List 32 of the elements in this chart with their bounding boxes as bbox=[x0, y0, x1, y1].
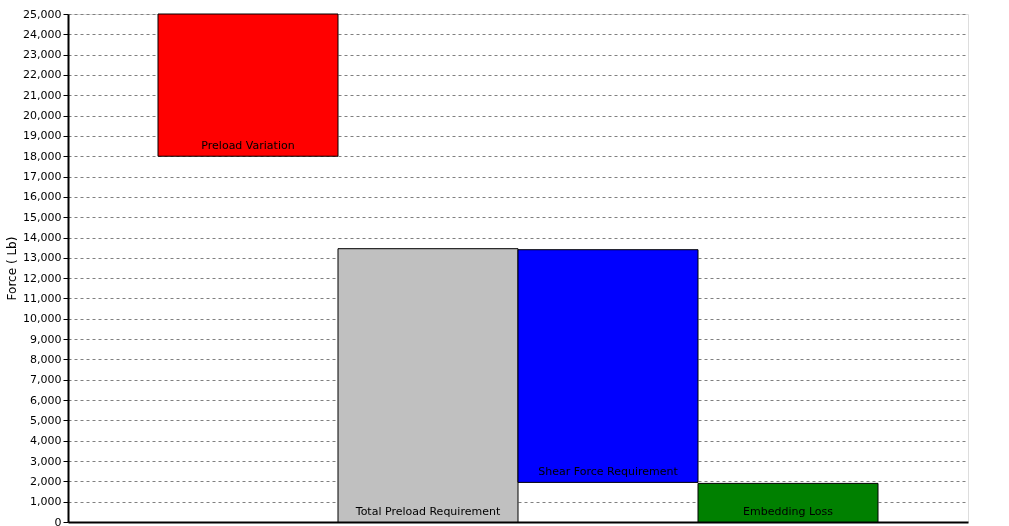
x-tick-label: Preload Variation bbox=[201, 139, 295, 153]
y-tick-label: 22,000 bbox=[23, 68, 62, 82]
y-tick-label: 20,000 bbox=[23, 109, 62, 123]
y-tick-label: 6,000 bbox=[30, 393, 62, 407]
y-tick-label: 19,000 bbox=[23, 129, 62, 143]
y-tick-label: 7,000 bbox=[30, 373, 62, 387]
x-tick-label: Shear Force Requirement bbox=[538, 465, 679, 479]
y-tick-label: 13,000 bbox=[23, 251, 62, 265]
y-tick-label: 5,000 bbox=[30, 413, 62, 427]
y-tick-label: 10,000 bbox=[23, 312, 62, 326]
y-tick-label: 3,000 bbox=[30, 454, 62, 468]
y-tick-label: 1,000 bbox=[30, 495, 62, 509]
y-tick-label: 14,000 bbox=[23, 231, 62, 245]
y-tick-label: 0 bbox=[54, 515, 62, 526]
y-tick-label: 4,000 bbox=[30, 434, 62, 448]
x-tick-label: Embedding Loss bbox=[742, 505, 834, 518]
y-tick-label: 12,000 bbox=[23, 271, 62, 285]
y-axis-title: Force ( Lb) bbox=[5, 236, 20, 301]
x-tick-label: Total Preload Requirement bbox=[354, 505, 501, 518]
y-tick-label: 21,000 bbox=[23, 88, 62, 102]
y-tick-label: 18,000 bbox=[23, 149, 62, 163]
bar bbox=[157, 13, 339, 157]
y-tick-label: 9,000 bbox=[30, 332, 62, 346]
y-tick-label: 25,000 bbox=[23, 7, 62, 21]
y-tick-label: 15,000 bbox=[23, 210, 62, 224]
y-tick-label: 8,000 bbox=[30, 352, 62, 366]
y-tick-label: 17,000 bbox=[23, 170, 62, 184]
y-tick-label: 11,000 bbox=[23, 291, 62, 305]
y-tick-label: 24,000 bbox=[23, 27, 62, 41]
y-tick-label: 2,000 bbox=[30, 474, 62, 488]
y-tick-label: 23,000 bbox=[23, 48, 62, 62]
y-tick-label: 16,000 bbox=[23, 190, 62, 204]
